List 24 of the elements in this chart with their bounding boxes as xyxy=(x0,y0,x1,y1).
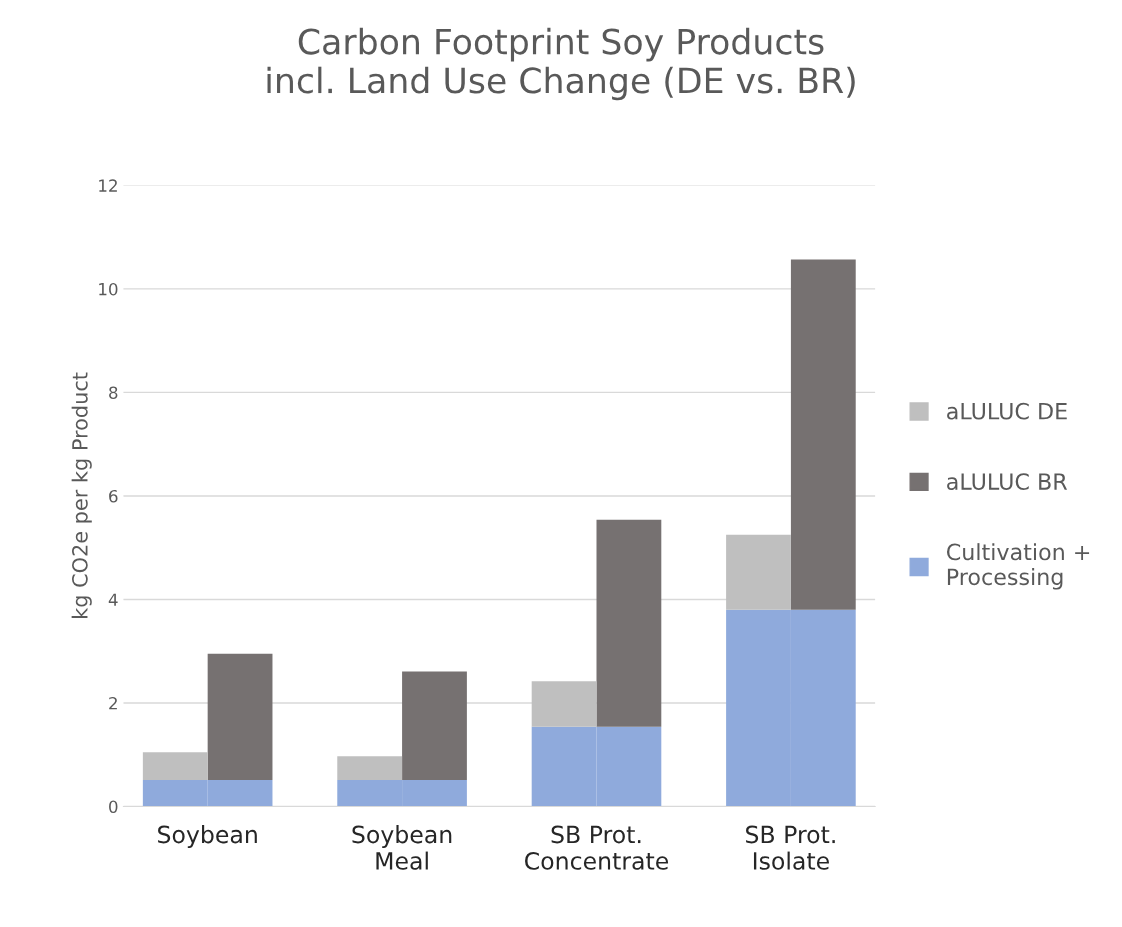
x-tick-label: Soybean xyxy=(158,825,257,848)
bar xyxy=(337,756,403,781)
bar xyxy=(790,259,856,610)
chart-title: Carbon Footprint Soy Products incl. Land Use Change (DE vs. BR) xyxy=(267,27,855,101)
x-tick-label: SB Prot. Isolate xyxy=(746,825,835,870)
y-axis-title: kg CO2e per kg Product xyxy=(71,372,92,618)
legend-label: aLULUC BR xyxy=(947,473,1068,490)
legend-label: aLULUC DE xyxy=(947,402,1067,420)
y-tick-label: 8 xyxy=(109,386,118,399)
y-tick-label: 6 xyxy=(109,489,118,503)
bar xyxy=(402,671,467,781)
legend-label: Cultivation + Processing xyxy=(947,543,1090,590)
bar xyxy=(207,653,273,781)
bar xyxy=(531,681,597,727)
y-tick-label: 4 xyxy=(108,593,118,606)
y-tick-label: 0 xyxy=(109,800,118,814)
x-tick-label: SB Prot. Concentrate xyxy=(525,825,669,870)
x-tick-label: Soybean Meal xyxy=(352,825,452,870)
bar xyxy=(142,752,208,781)
y-tick-label: 2 xyxy=(109,696,117,710)
y-tick-label: 10 xyxy=(99,282,118,296)
bar xyxy=(596,519,662,727)
bar xyxy=(726,534,791,610)
y-tick-label: 12 xyxy=(99,179,117,192)
